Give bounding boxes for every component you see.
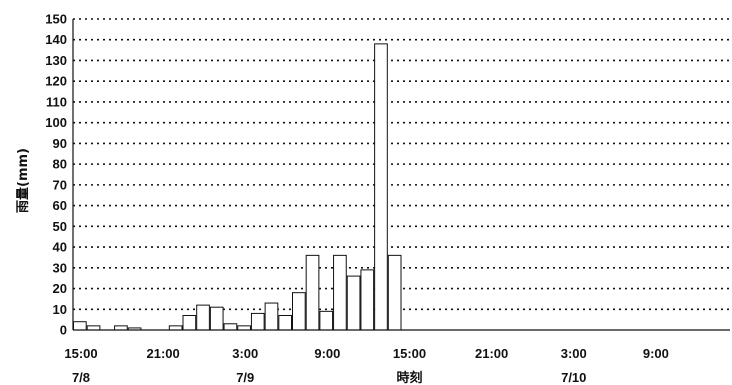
y-tick-label-140: 140 (45, 32, 67, 47)
y-tick-label-40: 40 (53, 240, 67, 255)
y-tick-label-150: 150 (45, 12, 67, 27)
x-tick-time-3: 9:00 (314, 346, 340, 361)
bar-9 (196, 304, 210, 331)
bars (73, 43, 402, 331)
x-tick-time-6: 3:00 (561, 346, 587, 361)
y-tick-labels: 0 10 20 30 40 50 60 70 80 90 100 110 120 130 140 150 (45, 12, 67, 338)
y-tick-label-60: 60 (53, 198, 67, 213)
bar-22 (374, 43, 388, 331)
bar-8 (182, 314, 197, 331)
y-tick-label-70: 70 (53, 177, 67, 192)
x-tick-date-6: 7/10 (561, 370, 586, 385)
y-tick-label-100: 100 (45, 115, 67, 130)
y-tick-label-50: 50 (53, 219, 67, 234)
y-tick-label-90: 90 (53, 136, 67, 151)
bar-3 (114, 325, 128, 331)
bar-0 (73, 321, 87, 331)
bar-13 (250, 312, 265, 331)
bar-19 (333, 254, 347, 331)
x-axis-title: 時刻 (396, 370, 422, 385)
y-tick-label-30: 30 (53, 260, 67, 275)
x-tick-labels: 15:00 7/8 21:00 3:00 7/9 9:00 15:00 21:00 3:00 7/… (64, 346, 669, 385)
bar-20 (346, 275, 361, 331)
x-tick-time-1: 21:00 (147, 346, 180, 361)
bar-11 (223, 323, 238, 331)
y-tick-label-20: 20 (53, 281, 67, 296)
y-axis-title: 雨量(mm) (16, 148, 31, 213)
y-tick-label-0: 0 (60, 323, 67, 338)
x-tick-date-2: 7/9 (236, 370, 254, 385)
bar-21 (360, 269, 375, 331)
gridlines (73, 18, 730, 311)
bar-16 (292, 292, 306, 331)
bar-10 (209, 306, 224, 331)
x-tick-time-7: 9:00 (643, 346, 669, 361)
bar-18 (319, 310, 334, 331)
x-tick-time-0: 15:00 (64, 346, 97, 361)
bar-15 (278, 314, 292, 331)
x-tick-time-5: 21:00 (475, 346, 508, 361)
x-tick-time-4: 15:00 (393, 346, 426, 361)
bar-23 (387, 254, 402, 331)
bar-12 (237, 325, 251, 331)
y-tick-label-80: 80 (53, 157, 67, 172)
y-tick-label-10: 10 (53, 302, 67, 317)
x-tick-date-0: 7/8 (72, 370, 90, 385)
y-tick-label-120: 120 (45, 74, 67, 89)
bar-14 (264, 302, 279, 331)
bar-7 (168, 325, 183, 331)
bar-17 (305, 254, 320, 331)
y-tick-label-110: 110 (46, 94, 67, 109)
bar-1 (86, 325, 101, 331)
y-tick-label-130: 130 (45, 53, 67, 68)
x-tick-time-2: 3:00 (232, 346, 258, 361)
